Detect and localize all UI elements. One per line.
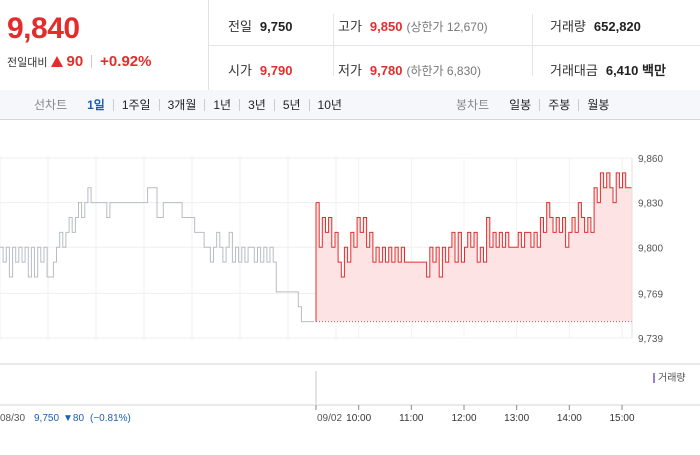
stats-col-divider <box>333 14 334 76</box>
series-prev-day-line <box>0 187 314 323</box>
prev-close-value: 9,750 <box>259 19 293 34</box>
y-tick-label: 9,769 <box>638 289 663 300</box>
tab-1week[interactable]: 1주일 <box>112 98 159 111</box>
candle-chart-title: 봉차트 <box>456 98 490 112</box>
change-divider <box>91 55 93 68</box>
change-label: 전일대비 <box>7 56 48 69</box>
x-tick-label: 13:00 <box>504 413 529 424</box>
high-label: 고가 <box>338 19 362 34</box>
volume-legend-label: 거래량 <box>658 372 686 384</box>
tab-1year[interactable]: 1년 <box>204 98 239 111</box>
prev-change-pct-label: (−0.81%) <box>90 413 131 424</box>
volume-label: 거래량 <box>550 19 586 34</box>
stats-row-divider <box>209 45 700 46</box>
change-row: 전일대비 90 +0.92% <box>7 53 151 70</box>
y-tick-label: 9,739 <box>638 334 663 345</box>
price-chart-svg: 9,860 9,830 9,800 9,769 9,739 거래량 08/30 9,750 ▼8… <box>0 154 700 424</box>
tab-3month[interactable]: 3개월 <box>158 98 205 111</box>
y-tick-label: 9,830 <box>638 199 663 210</box>
low-value: 9,780 <box>369 63 403 78</box>
candle-chart-tabs: 봉차트 일봉 주봉 월봉 <box>456 90 617 119</box>
x-label-prev-date: 08/30 <box>0 413 25 424</box>
stats-col-divider <box>532 14 533 76</box>
line-chart-title: 선차트 <box>34 98 68 112</box>
x-tick-label: 15:00 <box>609 413 634 424</box>
x-label-today-date: 09/02 <box>317 413 342 424</box>
current-price: 9,840 <box>7 12 80 45</box>
tab-5year[interactable]: 5년 <box>273 98 309 111</box>
prev-close-value-label: 9,750 <box>34 413 59 424</box>
price-box: 9,840 전일대비 90 +0.92% <box>0 0 209 90</box>
y-tick-label: 9,800 <box>638 243 663 254</box>
lower-limit: (하한가 6,830) <box>406 64 481 78</box>
open-cell: 시가 9,790 <box>228 60 292 79</box>
high-value: 9,850 <box>369 19 403 34</box>
tab-10year[interactable]: 10년 <box>308 98 350 111</box>
change-value: 90 <box>66 53 84 70</box>
x-tick-label: 14:00 <box>557 413 582 424</box>
prev-change-value-label: ▼80 <box>63 413 84 424</box>
chart-period-toolbar: 선차트 1일 1주일 3개월 1년 3년 5년 10년 봉차트 일봉 주봉 월봉 <box>0 90 700 120</box>
tab-monthly-candle[interactable]: 월봉 <box>578 98 617 111</box>
amount-label: 거래대금 <box>550 63 598 78</box>
tab-weekly-candle[interactable]: 주봉 <box>539 98 578 111</box>
prev-close-label: 전일 <box>228 19 252 34</box>
volume-value: 652,820 <box>593 19 641 34</box>
x-tick-label: 10:00 <box>346 413 371 424</box>
y-tick-label: 9,860 <box>638 154 663 165</box>
volume-cell: 거래량 652,820 <box>550 16 641 35</box>
low-label: 저가 <box>338 63 362 78</box>
prev-close-cell: 전일 9,750 <box>228 16 292 35</box>
amount-cell: 거래대금 6,410 백만 <box>550 60 666 79</box>
open-value: 9,790 <box>259 63 293 78</box>
x-tick-label: 11:00 <box>399 413 424 424</box>
change-percent: +0.92% <box>100 53 152 70</box>
open-label: 시가 <box>228 63 252 78</box>
series-today-line <box>316 172 632 278</box>
quote-summary: 9,840 전일대비 90 +0.92% 전일 9,750 고가 9,850 (… <box>0 0 700 91</box>
up-arrow-icon <box>51 56 64 67</box>
x-tick-label: 12:00 <box>451 413 476 424</box>
tab-daily-candle[interactable]: 일봉 <box>509 97 532 112</box>
line-chart-tabs: 선차트 1일 1주일 3개월 1년 3년 5년 10년 <box>34 90 350 119</box>
amount-value: 6,410 백만 <box>605 63 666 78</box>
low-cell: 저가 9,780 (하한가 6,830) <box>338 60 481 79</box>
upper-limit: (상한가 12,670) <box>406 20 488 34</box>
tab-3year[interactable]: 3년 <box>239 98 274 111</box>
high-cell: 고가 9,850 (상한가 12,670) <box>338 16 488 35</box>
volume-legend-swatch <box>653 373 655 383</box>
tab-1day[interactable]: 1일 <box>87 97 105 112</box>
price-chart[interactable]: 9,860 9,830 9,800 9,769 9,739 거래량 08/30 9,750 ▼8… <box>0 120 700 450</box>
